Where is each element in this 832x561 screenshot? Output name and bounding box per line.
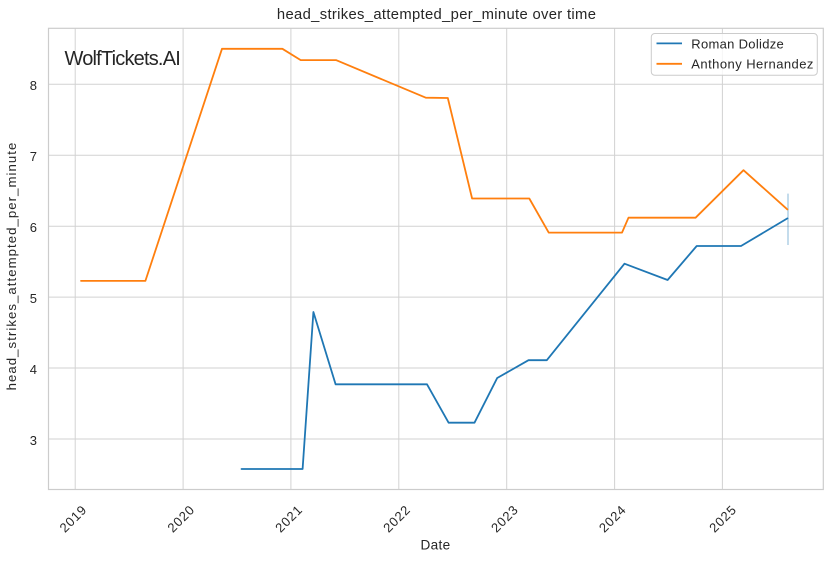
svg-text:7: 7	[30, 149, 37, 164]
svg-text:8: 8	[30, 78, 37, 93]
svg-text:4: 4	[30, 362, 37, 377]
svg-text:Roman Dolidze: Roman Dolidze	[691, 36, 784, 51]
svg-text:Date: Date	[421, 538, 451, 553]
svg-text:head_strikes_attempted_per_min: head_strikes_attempted_per_minute over t…	[277, 7, 596, 23]
svg-text:Anthony Hernandez: Anthony Hernandez	[691, 57, 814, 72]
svg-text:WolfTickets.AI: WolfTickets.AI	[65, 48, 181, 70]
svg-text:5: 5	[30, 291, 37, 306]
svg-text:head_strikes_attempted_per_min: head_strikes_attempted_per_minute	[4, 142, 19, 391]
svg-text:6: 6	[30, 220, 37, 235]
svg-text:3: 3	[30, 433, 37, 448]
